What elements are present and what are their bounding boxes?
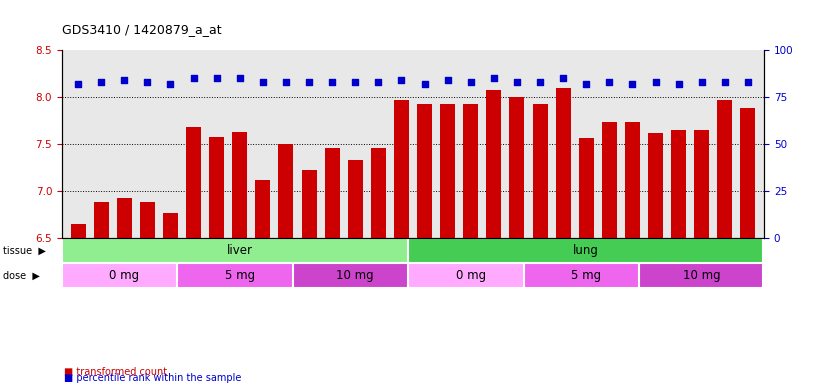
Bar [232, 132, 247, 238]
Point [649, 79, 662, 85]
Point [117, 77, 131, 83]
Bar [70, 224, 86, 238]
Point [140, 79, 154, 85]
Text: 10 mg: 10 mg [683, 269, 720, 282]
Point [672, 81, 686, 87]
Bar [510, 97, 525, 238]
Bar [524, 263, 648, 288]
Text: liver: liver [227, 244, 253, 257]
Bar [186, 127, 201, 238]
Bar [163, 214, 178, 238]
Bar [694, 130, 710, 238]
Bar [648, 132, 663, 238]
Text: 0 mg: 0 mg [456, 269, 486, 282]
Bar [440, 104, 455, 238]
Point [718, 79, 731, 85]
Point [695, 79, 709, 85]
Text: 0 mg: 0 mg [109, 269, 140, 282]
Bar [533, 104, 548, 238]
Point [741, 79, 754, 85]
Bar [556, 88, 571, 238]
Bar [301, 170, 316, 238]
Bar [93, 202, 109, 238]
Point [279, 79, 292, 85]
Point [510, 79, 524, 85]
Point [349, 79, 362, 85]
Point [210, 75, 223, 81]
Bar [209, 137, 224, 238]
Bar [408, 263, 532, 288]
Point [395, 77, 408, 83]
Bar [62, 238, 416, 263]
Point [325, 79, 339, 85]
Text: GDS3410 / 1420879_a_at: GDS3410 / 1420879_a_at [62, 23, 221, 36]
Point [164, 81, 177, 87]
Text: tissue  ▶: tissue ▶ [3, 245, 46, 255]
Bar [717, 100, 733, 238]
Point [603, 79, 616, 85]
Bar [671, 130, 686, 238]
Text: ■ transformed count: ■ transformed count [64, 367, 168, 377]
Point [464, 79, 477, 85]
Point [487, 75, 501, 81]
Point [580, 81, 593, 87]
Point [557, 75, 570, 81]
Bar [178, 263, 301, 288]
Point [441, 77, 454, 83]
Text: 10 mg: 10 mg [336, 269, 374, 282]
Bar [293, 263, 416, 288]
Text: 5 mg: 5 mg [571, 269, 601, 282]
Bar [348, 160, 363, 238]
Bar [255, 180, 270, 238]
Bar [740, 108, 756, 238]
Point [418, 81, 431, 87]
Bar [394, 100, 409, 238]
Bar [417, 104, 432, 238]
Bar [639, 263, 763, 288]
Point [372, 79, 385, 85]
Bar [371, 148, 386, 238]
Point [626, 81, 639, 87]
Text: dose  ▶: dose ▶ [3, 270, 40, 280]
Point [95, 79, 108, 85]
Bar [487, 90, 501, 238]
Bar [116, 199, 132, 238]
Text: 5 mg: 5 mg [225, 269, 255, 282]
Point [256, 79, 269, 85]
Bar [62, 263, 186, 288]
Bar [602, 122, 617, 238]
Point [302, 79, 316, 85]
Bar [140, 202, 155, 238]
Point [187, 75, 200, 81]
Point [534, 79, 547, 85]
Bar [579, 138, 594, 238]
Bar [325, 148, 339, 238]
Text: ■ percentile rank within the sample: ■ percentile rank within the sample [64, 373, 242, 383]
Point [72, 81, 85, 87]
Bar [278, 144, 293, 238]
Bar [408, 238, 763, 263]
Bar [463, 104, 478, 238]
Point [233, 75, 246, 81]
Text: lung: lung [573, 244, 599, 257]
Bar [625, 122, 640, 238]
